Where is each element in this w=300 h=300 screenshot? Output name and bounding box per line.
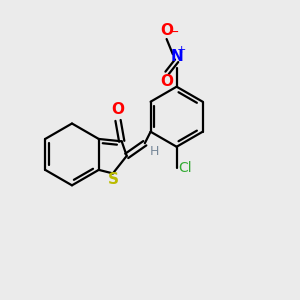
Text: O: O <box>161 22 174 38</box>
Text: +: + <box>177 45 187 55</box>
Text: Cl: Cl <box>178 161 192 175</box>
Text: N: N <box>170 49 183 64</box>
Text: −: − <box>169 26 179 39</box>
Text: S: S <box>108 172 119 187</box>
Text: O: O <box>160 74 173 89</box>
Text: H: H <box>149 145 159 158</box>
Text: O: O <box>111 102 124 117</box>
